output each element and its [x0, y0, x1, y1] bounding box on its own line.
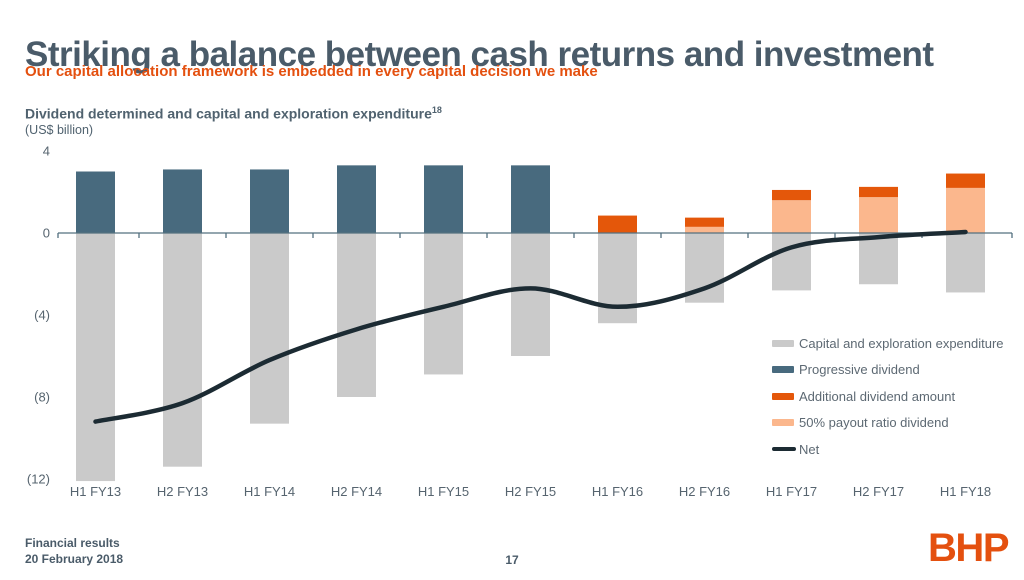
bar-segment — [946, 173, 985, 188]
legend-label: Net — [799, 441, 820, 457]
x-axis-label: H2 FY15 — [505, 484, 556, 499]
bhp-logo: BHP — [928, 526, 1009, 570]
y-axis-label: 0 — [43, 226, 50, 241]
capex-swatch-icon — [772, 339, 794, 347]
legend-label: Capital and exploration expenditure — [799, 335, 1004, 351]
bar-segment — [772, 233, 811, 291]
bar-segment — [424, 165, 463, 233]
legend-item-additional-dividend: Additional dividend amount — [772, 383, 1004, 410]
x-axis-label: H2 FY13 — [157, 484, 208, 499]
x-axis-label: H1 FY18 — [940, 484, 991, 499]
bar-segment — [76, 233, 115, 482]
y-axis-label: 4 — [43, 144, 50, 159]
bar-segment — [163, 169, 202, 233]
bar-segment — [598, 215, 637, 233]
x-axis-label: H1 FY14 — [244, 484, 295, 499]
slide-title: Striking a balance between cash returns … — [25, 35, 934, 75]
legend-item-progressive-dividend: Progressive dividend — [772, 357, 1004, 384]
bar-segment — [250, 233, 289, 424]
bar-segment — [946, 233, 985, 293]
legend-item-net: Net — [772, 436, 1004, 463]
bar-segment — [685, 226, 724, 233]
additional-dividend-swatch-icon — [772, 392, 794, 400]
bar-segment — [76, 171, 115, 233]
bar-segment — [772, 200, 811, 233]
page-number: 17 — [505, 553, 519, 567]
bar-segment — [772, 189, 811, 201]
bar-segment — [946, 187, 985, 233]
bar-segment — [859, 233, 898, 285]
progressive-dividend-swatch-icon — [772, 366, 794, 374]
x-axis-label: H1 FY16 — [592, 484, 643, 499]
legend-item-capex: Capital and exploration expenditure — [772, 330, 1004, 357]
bar-segment — [511, 233, 550, 356]
legend-label: Progressive dividend — [799, 362, 920, 378]
y-axis-label: (4) — [34, 308, 50, 323]
payout-ratio-dividend-swatch-icon — [772, 419, 794, 427]
slide-subtitle: Our capital allocation framework is embe… — [25, 63, 598, 80]
y-axis-label: (8) — [34, 390, 50, 405]
bar-segment — [337, 165, 376, 233]
bar-segment — [163, 233, 202, 467]
x-axis-label: H1 FY15 — [418, 484, 469, 499]
x-axis-label: H1 FY17 — [766, 484, 817, 499]
bar-segment — [685, 217, 724, 227]
chart-legend: Capital and exploration expenditure Prog… — [772, 330, 1004, 463]
x-axis-label: H2 FY17 — [853, 484, 904, 499]
net-line-swatch-icon — [772, 447, 796, 452]
footer: Financial results 20 February 2018 — [25, 536, 123, 567]
y-axis-label: (12) — [27, 472, 50, 487]
bar-segment — [337, 233, 376, 397]
dividend-capex-chart: 4 0 (4) (8) (12) H1 FY13 H2 FY13 H1 FY14 H2 FY14… — [27, 144, 1013, 499]
footer-line1: Financial results — [25, 536, 120, 550]
chart-title: Dividend determined and capital and expl… — [25, 105, 442, 122]
bar-segment — [598, 233, 637, 324]
legend-label: Additional dividend amount — [799, 388, 956, 404]
legend-label: 50% payout ratio dividend — [799, 415, 949, 431]
chart-title-footnote-ref: 18 — [431, 105, 442, 115]
net-line — [93, 229, 968, 424]
bar-segment — [859, 197, 898, 233]
bar-segment — [511, 165, 550, 233]
bar-segment — [859, 186, 898, 198]
x-axis-label: H1 FY13 — [70, 484, 121, 499]
bar-segment — [250, 169, 289, 233]
x-axis-label: H2 FY14 — [331, 484, 382, 499]
chart-unit-label: (US$ billion) — [25, 123, 94, 137]
footer-line2: 20 February 2018 — [25, 551, 124, 566]
x-axis-label: H2 FY16 — [679, 484, 730, 499]
legend-item-payout-ratio-dividend: 50% payout ratio dividend — [772, 410, 1004, 437]
chart-title-text: Dividend determined and capital and expl… — [25, 105, 432, 122]
